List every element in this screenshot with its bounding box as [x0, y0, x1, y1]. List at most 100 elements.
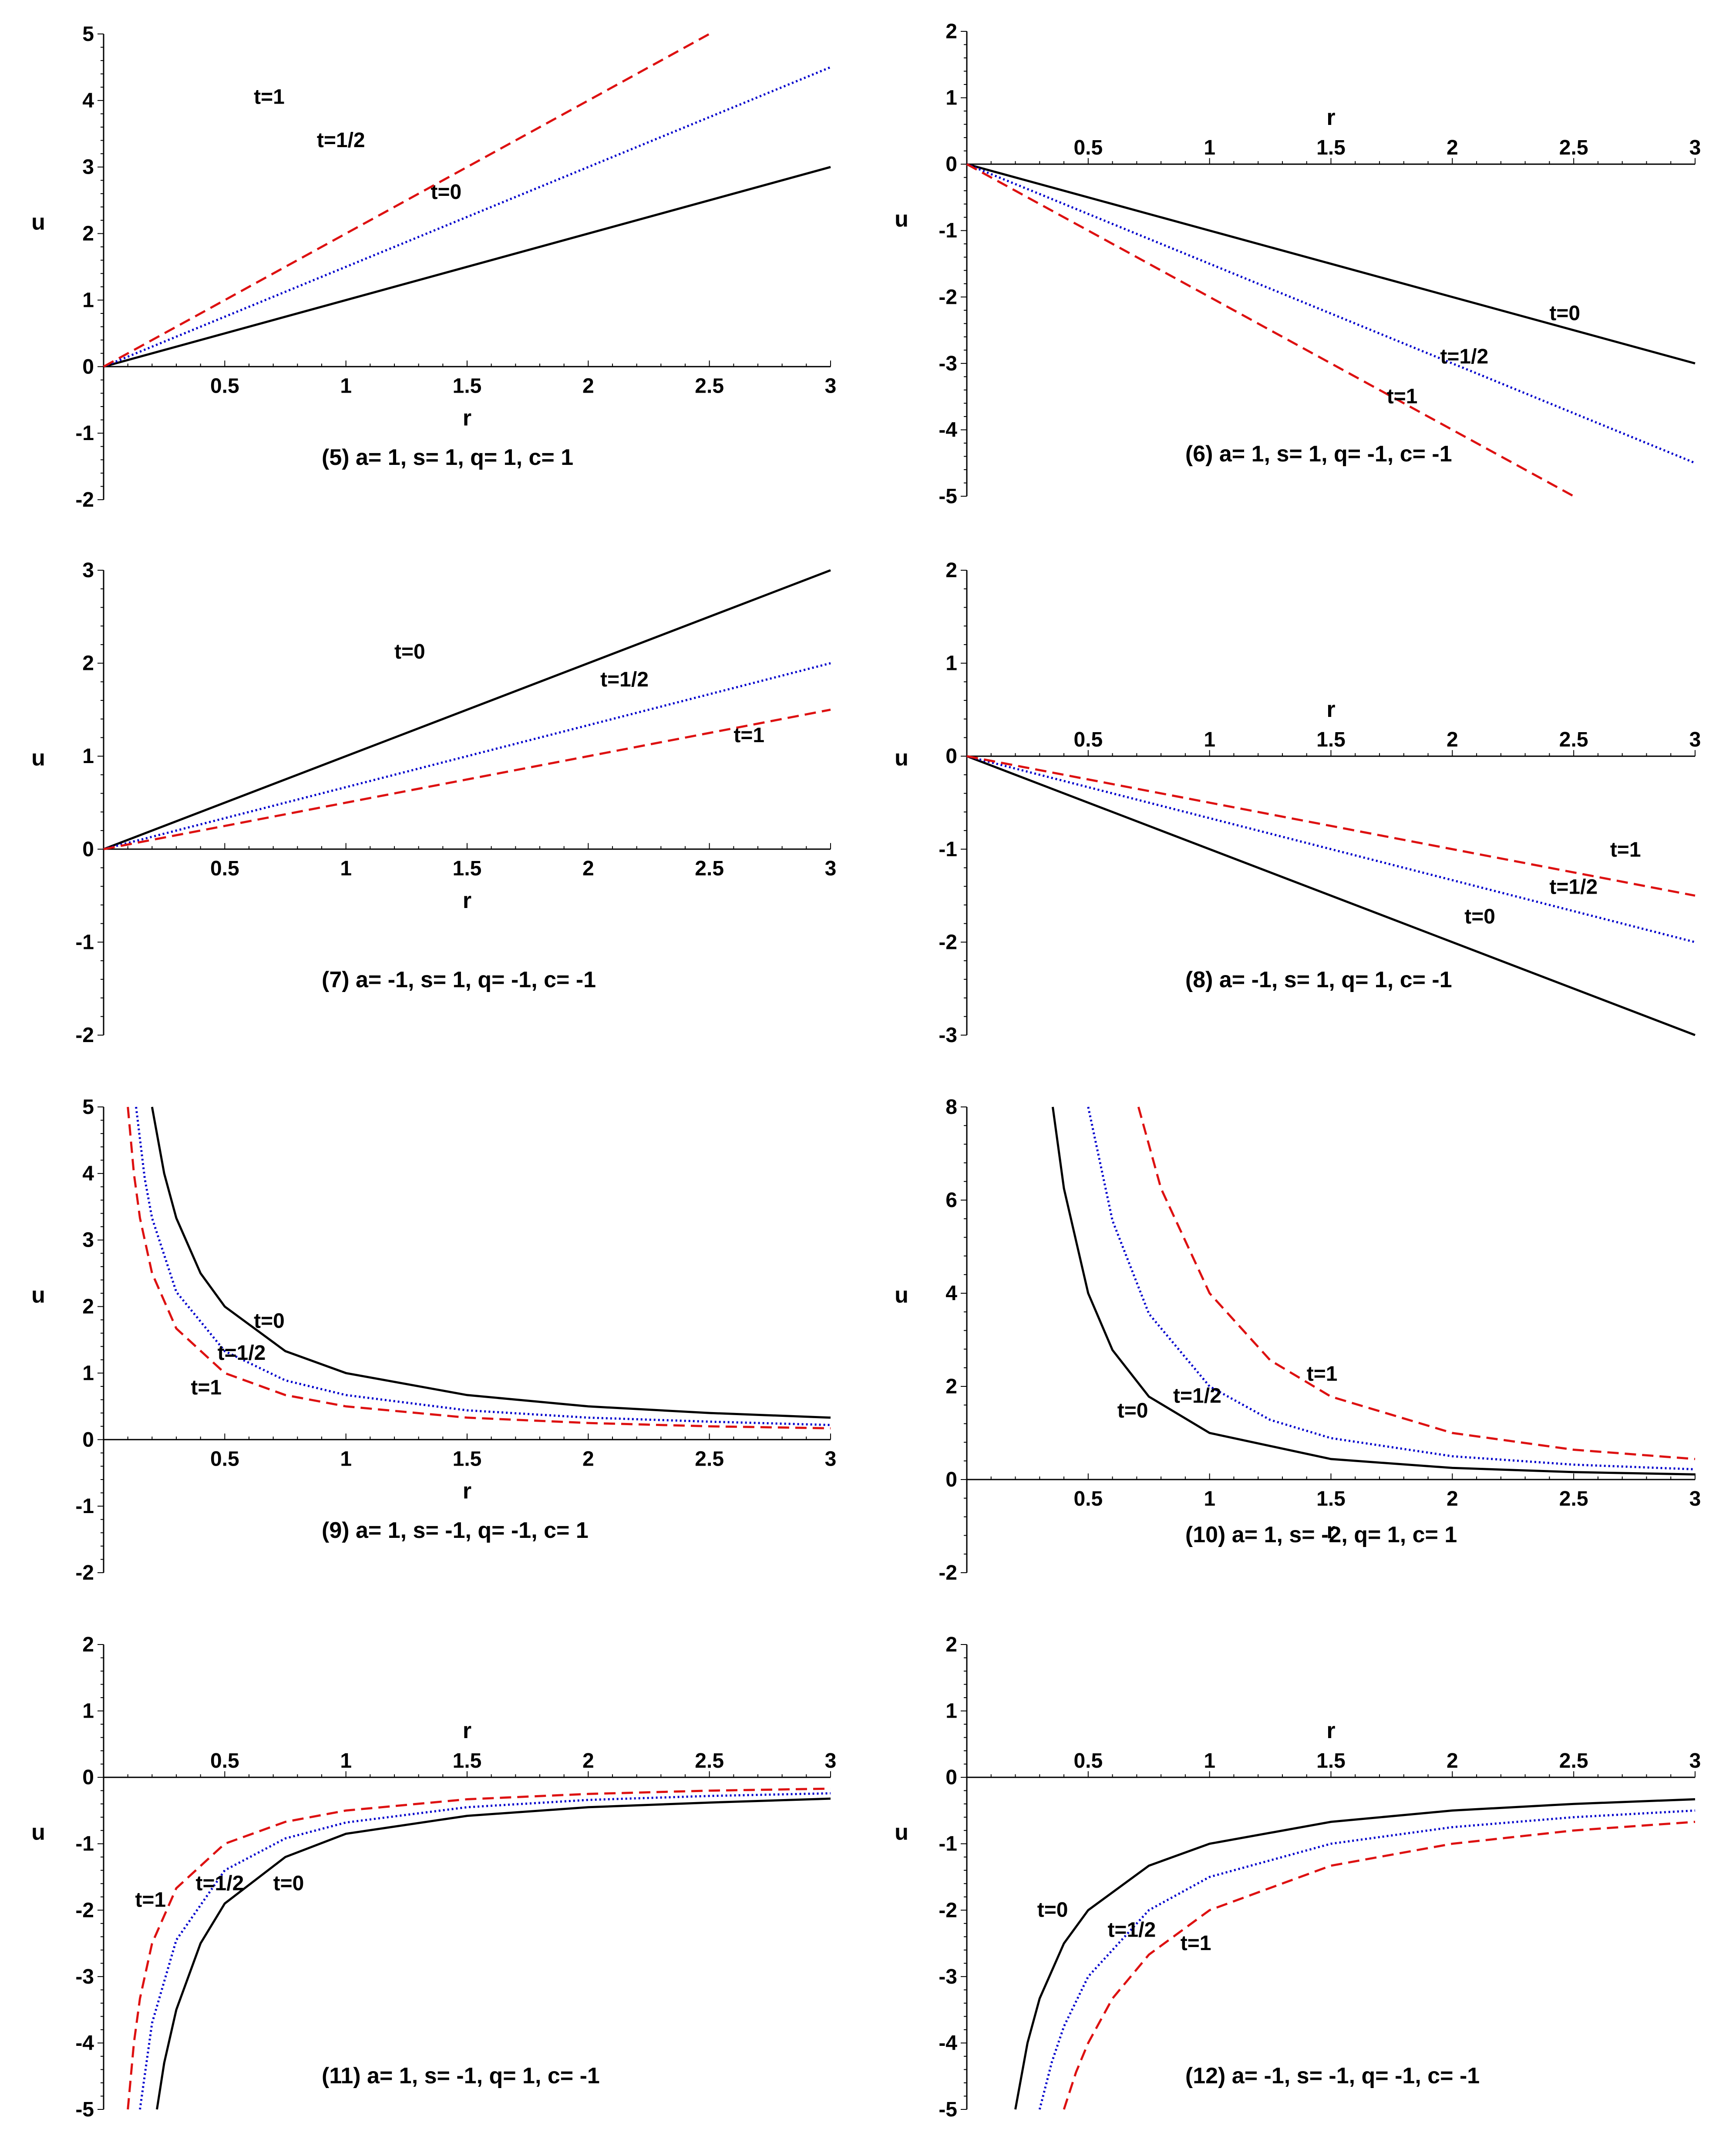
- y-tick-label: 0: [945, 745, 957, 768]
- x-tick-label: 0.5: [210, 374, 239, 397]
- curve-label: t=1: [1610, 838, 1641, 861]
- curve-t=1: [966, 755, 1696, 897]
- curve-label: t=0: [431, 181, 462, 204]
- curve-t=0: [151, 1106, 831, 1419]
- panel-caption: (6) a= 1, s= 1, q= -1, c= -1: [1185, 441, 1452, 467]
- x-axis-label: r: [1326, 697, 1335, 722]
- y-tick-label: -3: [939, 1965, 957, 1988]
- panel-11: -5 -4 -3 -2 -1 0 1 2 0.5 1 1.5 2 2.5 3 r u t=0 t=1/2 t=1 (1…: [31, 1633, 836, 2121]
- x-tick-label: 1.5: [1316, 1749, 1346, 1772]
- panel-8: -3 -2 -1 0 1 2 0.5 1 1.5 2 2.5 3 r u t=0 t=1/2 t=1 (8) a=…: [895, 559, 1701, 1047]
- curve-label: t=1/2: [1173, 1384, 1221, 1407]
- y-axis-label: u: [895, 746, 908, 771]
- y-tick-label: 0: [82, 838, 94, 861]
- x-tick-label: 3: [1689, 136, 1701, 159]
- panel-10: -2 0 2 4 6 8 0.5 1 1.5 2 2.5 3 r u t=0 t=1/2 t=1 (10) a= …: [895, 1096, 1701, 1584]
- x-tick-label: 1.5: [1316, 728, 1346, 751]
- y-tick-label: -2: [939, 1899, 957, 1922]
- curve-label: t=1: [1387, 385, 1418, 408]
- x-tick-label: 1: [1204, 136, 1215, 159]
- panel-7: -2 -1 0 1 2 3 0.5 1 1.5 2 2.5 3 r u t=0 t=1/2 t=1 (7) a= …: [31, 559, 836, 1047]
- curve-t=1: [966, 163, 1575, 497]
- x-tick-label: 1: [340, 857, 352, 880]
- x-tick-label: 2.5: [1559, 1749, 1588, 1772]
- x-tick-label: 2: [582, 857, 594, 880]
- x-axis-label: r: [463, 405, 471, 430]
- x-tick-label: 2.5: [695, 857, 724, 880]
- panel-12: -5 -4 -3 -2 -1 0 1 2 0.5 1 1.5 2 2.5 3 r u t=0 t=1/2 t=1 (1…: [895, 1633, 1701, 2121]
- x-tick-label: 1.5: [453, 857, 482, 880]
- y-tick-label: 0: [82, 1428, 94, 1451]
- curve-t=1-2: [966, 163, 1696, 464]
- y-axis-label: u: [895, 207, 908, 232]
- y-tick-label: 2: [82, 1295, 94, 1318]
- panel-caption: (7) a= -1, s= 1, q= -1, c= -1: [322, 967, 596, 992]
- x-axis-label: r: [1326, 105, 1335, 130]
- curve-t=1-2: [1087, 1106, 1696, 1470]
- y-tick-label: -1: [939, 219, 957, 242]
- y-tick-label: 2: [82, 1633, 94, 1656]
- curve-label: t=1/2: [1549, 875, 1598, 898]
- x-tick-label: 1: [340, 374, 352, 397]
- curve-label: t=1: [1181, 1932, 1211, 1955]
- curve-label: t=0: [1464, 905, 1495, 928]
- y-axis-label: u: [31, 1282, 45, 1308]
- y-tick-label: -5: [939, 2098, 957, 2121]
- curve-label: t=0: [394, 640, 425, 663]
- panel-6: -5 -4 -3 -2 -1 0 1 2 0.5 1 1.5 2 2.5 3 r u t=0 t=1/2 t=1 (6…: [895, 20, 1701, 508]
- y-axis-label: u: [895, 1282, 908, 1308]
- y-tick-label: -4: [75, 2031, 94, 2055]
- x-tick-label: 1.5: [1316, 1487, 1346, 1510]
- y-tick-label: -2: [75, 1024, 94, 1047]
- x-tick-label: 1: [1204, 1749, 1215, 1772]
- y-tick-label: 5: [82, 23, 94, 46]
- curve-t=1-2: [103, 66, 831, 368]
- x-tick-label: 1: [340, 1447, 352, 1470]
- y-tick-label: -1: [939, 1833, 957, 1856]
- y-tick-label: -2: [939, 286, 957, 309]
- curve-label: t=1/2: [1440, 345, 1488, 368]
- x-axis-label: r: [463, 888, 471, 913]
- y-tick-label: -1: [75, 931, 94, 954]
- curve-label: t=0: [1549, 302, 1580, 325]
- x-tick-label: 0.5: [1073, 1749, 1103, 1772]
- x-tick-label: 1: [1204, 728, 1215, 751]
- x-tick-label: 2.5: [1559, 1487, 1588, 1510]
- x-tick-label: 2: [1447, 1487, 1458, 1510]
- x-tick-label: 2.5: [1559, 136, 1588, 159]
- x-tick-label: 0.5: [210, 857, 239, 880]
- panel-caption: (12) a= -1, s= -1, q= -1, c= -1: [1185, 2063, 1480, 2089]
- x-tick-label: 0.5: [1073, 136, 1103, 159]
- x-tick-label: 2: [582, 1749, 594, 1772]
- y-tick-label: -1: [75, 422, 94, 445]
- y-tick-label: 4: [82, 1162, 94, 1185]
- curve-t=0: [103, 569, 831, 851]
- curve-t=0: [966, 163, 1696, 365]
- curve-label: t=0: [1037, 1899, 1068, 1922]
- y-tick-label: -4: [939, 418, 957, 441]
- x-axis-label: r: [1326, 1518, 1335, 1544]
- x-tick-label: 2.5: [695, 1749, 724, 1772]
- x-tick-label: 2.5: [695, 374, 724, 397]
- curve-t=0: [103, 166, 831, 368]
- x-tick-label: 2: [582, 374, 594, 397]
- y-tick-label: 1: [82, 289, 94, 312]
- curve-label: t=1: [135, 1889, 166, 1912]
- y-tick-label: 0: [82, 355, 94, 378]
- x-tick-label: 1.5: [453, 1447, 482, 1470]
- x-tick-label: 3: [825, 857, 837, 880]
- curve-label: t=1/2: [1107, 1918, 1156, 1941]
- x-tick-label: 2: [582, 1447, 594, 1470]
- curve-label: t=1: [254, 86, 285, 109]
- x-tick-label: 2: [1447, 136, 1458, 159]
- x-axis-label: r: [463, 1478, 471, 1503]
- x-tick-label: 3: [825, 374, 837, 397]
- x-tick-label: 0.5: [1073, 1487, 1103, 1510]
- x-tick-label: 1.5: [453, 374, 482, 397]
- curve-t=0: [1014, 1798, 1696, 2110]
- y-tick-label: -5: [75, 2098, 94, 2121]
- y-tick-label: 4: [82, 89, 94, 112]
- y-tick-label: 0: [82, 1766, 94, 1789]
- y-tick-label: 2: [945, 1633, 957, 1656]
